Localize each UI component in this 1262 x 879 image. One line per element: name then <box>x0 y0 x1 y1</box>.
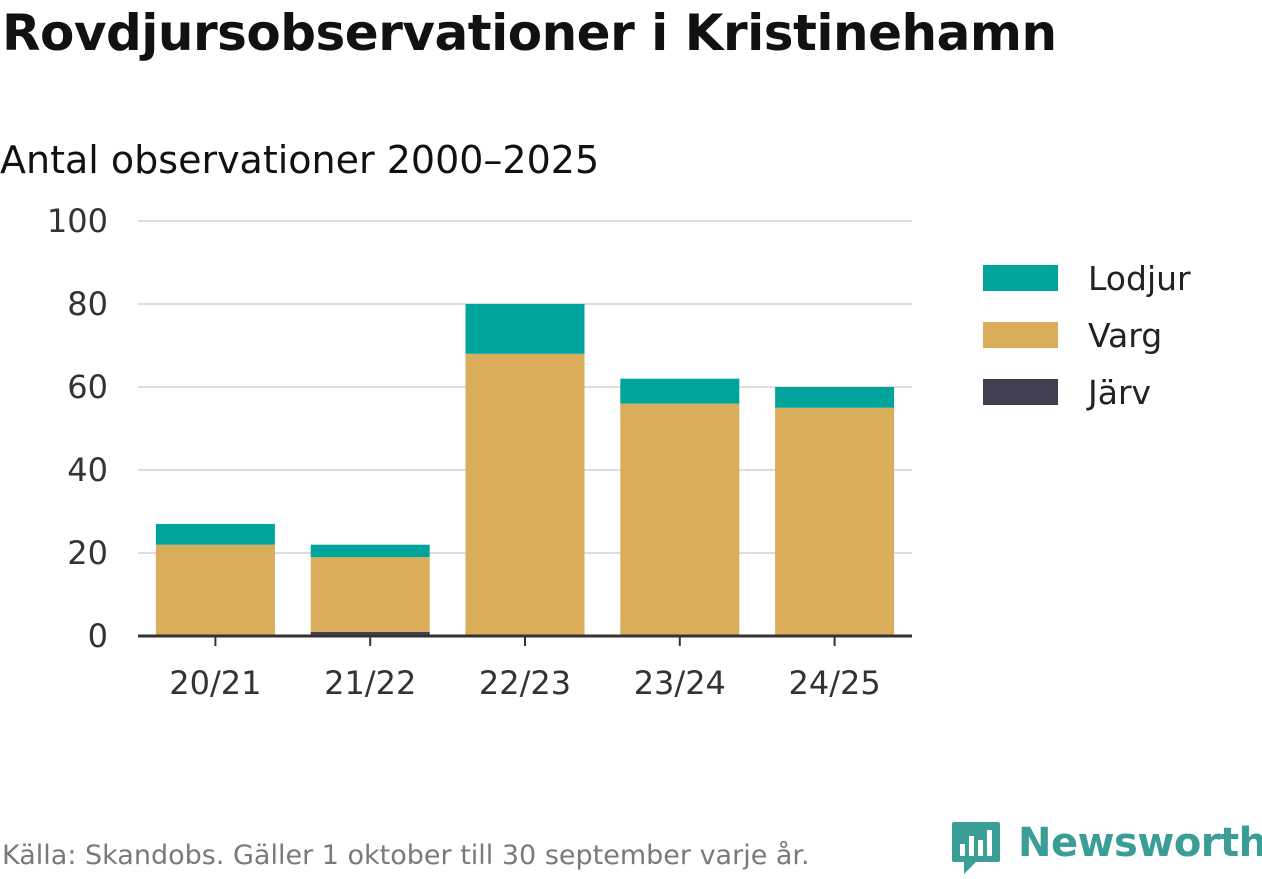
bar-varg-24-25[interactable] <box>775 407 895 636</box>
chart-subtitle: Antal observationer 2000–2025 <box>0 138 600 182</box>
brand-logo[interactable]: Newsworthy <box>950 818 1262 878</box>
newsworthy-logo-icon <box>952 822 1000 874</box>
bar-chart: 0 20 40 60 80 100 20/21 21/22 22/23 23/24 24/25 Lo… <box>47 202 1191 702</box>
source-note: Källa: Skandobs. Gäller 1 oktober till 3… <box>2 840 810 871</box>
y-tick-label: 20 <box>67 534 108 572</box>
bar-järv-21-22[interactable] <box>310 631 430 636</box>
legend: Lodjur Varg Järv <box>983 259 1191 412</box>
chart-title: Rovdjursobservationer i Kristinehamn <box>2 4 1057 62</box>
bar-varg-23-24[interactable] <box>620 403 740 636</box>
brand-name: Newsworthy <box>1018 820 1262 866</box>
bar-varg-21-22[interactable] <box>310 557 430 632</box>
y-tick-label: 0 <box>88 617 108 655</box>
x-tick-label: 24/25 <box>788 664 880 702</box>
x-tick-label: 20/21 <box>169 664 261 702</box>
bar-varg-22-23[interactable] <box>465 353 585 636</box>
bar-lodjur-21-22[interactable] <box>310 544 430 558</box>
x-tick-label: 22/23 <box>479 664 571 702</box>
bar-lodjur-24-25[interactable] <box>775 387 895 408</box>
y-tick-label: 100 <box>47 202 108 240</box>
bar-lodjur-23-24[interactable] <box>620 378 740 404</box>
y-tick-label: 40 <box>67 451 108 489</box>
bar-lodjur-20-21[interactable] <box>155 523 275 545</box>
bar-lodjur-22-23[interactable] <box>465 304 585 354</box>
x-tick-label: 21/22 <box>324 664 416 702</box>
legend-swatch-varg <box>983 322 1058 348</box>
y-tick-label: 80 <box>67 285 108 323</box>
legend-swatch-lodjur <box>983 265 1058 291</box>
legend-label-varg[interactable]: Varg <box>1088 316 1162 355</box>
x-tick-label: 23/24 <box>634 664 726 702</box>
bars <box>155 304 895 636</box>
axes: 0 20 40 60 80 100 20/21 21/22 22/23 23/24 24/25 <box>47 202 912 702</box>
legend-label-lodjur[interactable]: Lodjur <box>1088 259 1191 298</box>
legend-swatch-järv <box>983 379 1058 405</box>
y-tick-label: 60 <box>67 368 108 406</box>
legend-label-järv[interactable]: Järv <box>1086 373 1151 412</box>
bar-varg-20-21[interactable] <box>155 544 275 636</box>
